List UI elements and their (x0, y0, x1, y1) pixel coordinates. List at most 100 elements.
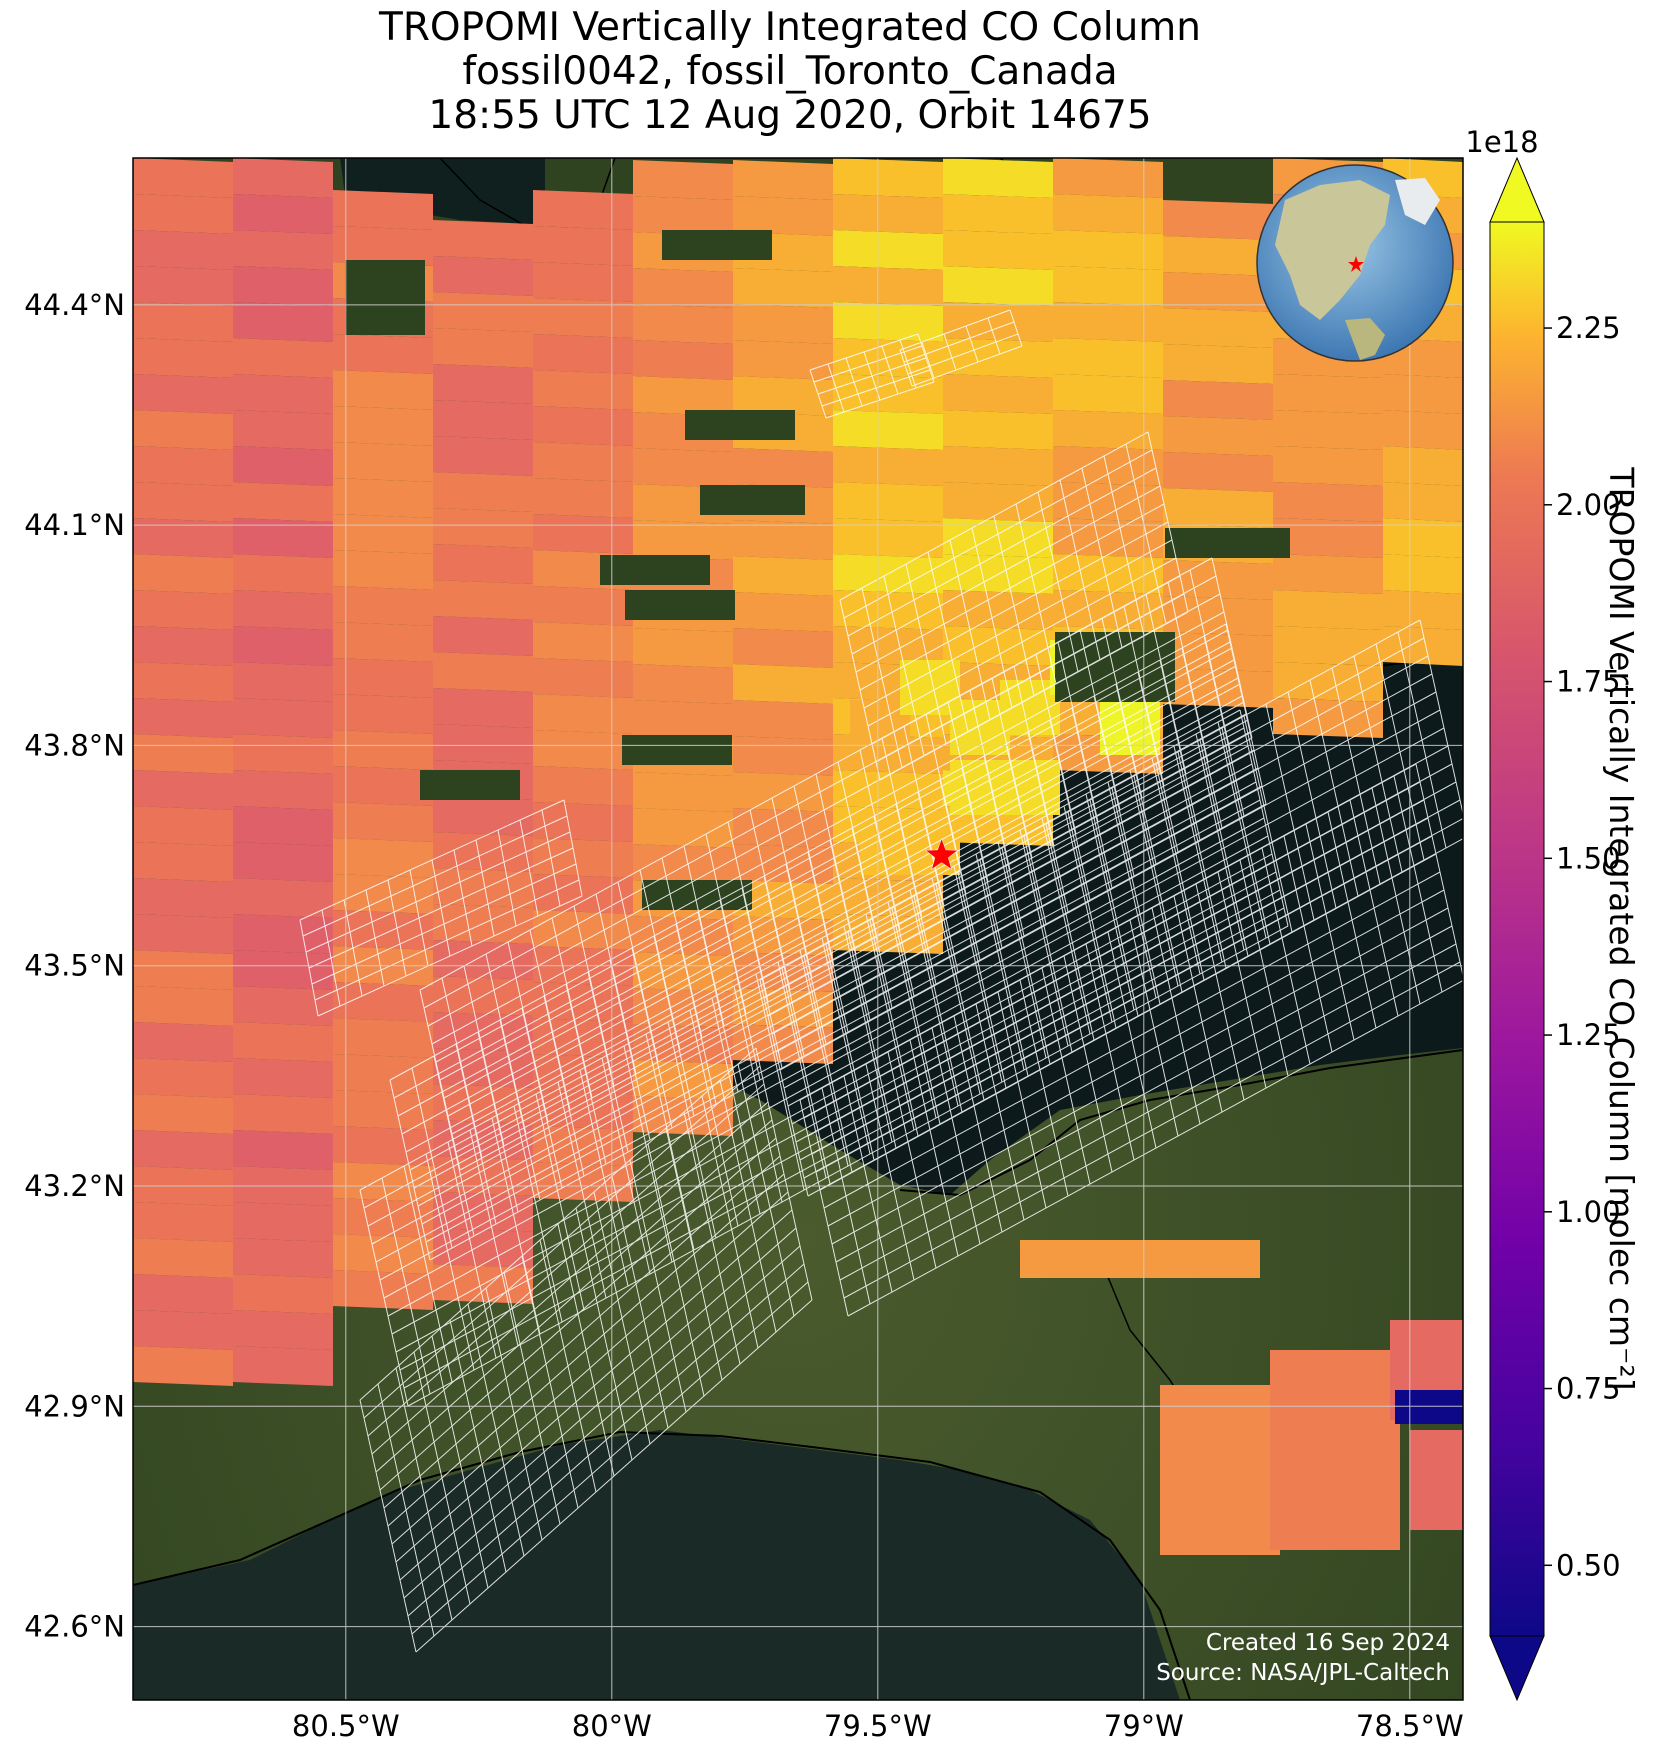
shoreline-erie (133, 1430, 1191, 1700)
created-date-credit: Created 16 Sep 2024 (1206, 1630, 1450, 1656)
co-pixel (633, 1096, 733, 1136)
co-pixel (133, 734, 233, 774)
co-pixel (533, 334, 633, 374)
missing-pixel (600, 555, 710, 585)
co-pixel (633, 700, 733, 740)
colorbar-ticks: 0.50 0.75 1.00 1.25 1.50 1.75 2.00 2.25 (1544, 311, 1621, 1582)
co-pixel (833, 590, 943, 630)
colorbar-lower-extend (1489, 1635, 1545, 1702)
co-pixel (1163, 308, 1273, 348)
co-pixel (633, 916, 733, 956)
co-pixel (533, 802, 633, 842)
co-pixel (1163, 596, 1273, 636)
co-pixel (333, 334, 433, 374)
co-pixel (433, 724, 533, 764)
co-pixel (1383, 518, 1463, 558)
footprint-line (429, 803, 1267, 1261)
footprint-line (311, 863, 577, 985)
co-pixel (733, 556, 833, 596)
co-pixel (433, 940, 533, 980)
co-pixel (1273, 698, 1383, 738)
co-pixel (133, 1202, 233, 1242)
footprint-line (771, 673, 1433, 1035)
co-pixel (233, 1238, 333, 1278)
footprint-line (389, 623, 1227, 1081)
map-title-line-2: fossil0042, fossil_Toronto_Canada (462, 49, 1118, 94)
co-pixel (133, 158, 233, 198)
co-pixel (333, 550, 433, 590)
co-pixel (833, 374, 943, 414)
missing-pixel (662, 230, 772, 260)
co-pixel (943, 410, 1053, 450)
co-pixel (1163, 236, 1273, 276)
co-pixel (733, 664, 833, 704)
co-pixel (233, 554, 333, 594)
co-pixel (1273, 446, 1383, 486)
footprint-line (391, 1191, 789, 1545)
footprint-line (847, 979, 1463, 1317)
co-pixel (1273, 662, 1383, 702)
co-pixel (1160, 1385, 1280, 1555)
co-pixel (333, 694, 433, 734)
co-pixel (733, 376, 833, 416)
co-pixel (533, 910, 633, 950)
longitude-tick-label: 79°W (1104, 1709, 1184, 1743)
footprint-line (827, 889, 1445, 1227)
co-pixel (433, 544, 533, 584)
co-pixel (533, 694, 633, 734)
footprint-line (779, 709, 1441, 1071)
footprint-line (851, 485, 1161, 655)
co-pixel (633, 628, 733, 668)
footprint-line (375, 781, 1257, 1263)
co-pixel (1163, 200, 1273, 240)
co-pixel (433, 508, 533, 548)
footprint-line (809, 333, 919, 371)
footprint-line (431, 611, 1225, 1045)
co-pixel (333, 442, 433, 482)
missing-pixel (685, 410, 795, 440)
co-pixel (333, 838, 433, 878)
co-pixel (433, 472, 533, 512)
co-pixel (233, 338, 333, 378)
co-pixel (733, 268, 833, 308)
co-pixel (1273, 590, 1383, 630)
footprint-line (847, 467, 1157, 637)
co-pixel (333, 730, 433, 770)
footprint-line (405, 695, 1243, 1153)
colorbar-tick-label: 1.75 (1556, 665, 1621, 699)
missing-pixel (622, 735, 732, 765)
co-pixel (233, 734, 333, 774)
co-pixel (133, 266, 233, 306)
co-pixel (333, 1090, 433, 1130)
co-pixel (433, 364, 533, 404)
co-pixel (233, 1346, 333, 1386)
map-frame (132, 157, 1464, 1701)
co-pixel (133, 950, 233, 990)
co-pixel (433, 652, 533, 692)
co-pixel (1053, 446, 1163, 486)
footprint-line (425, 785, 1263, 1243)
co-pixel (1163, 632, 1273, 672)
co-pixel (533, 1018, 633, 1058)
co-pixel (233, 806, 333, 846)
co-pixel (233, 986, 333, 1026)
footprint-line (965, 325, 979, 363)
co-pixel (233, 230, 333, 270)
co-pixel (1273, 554, 1383, 594)
colorbar-tick-label: 1.50 (1556, 841, 1621, 875)
co-pixel (1383, 446, 1463, 486)
globe-north-america (1275, 180, 1390, 320)
footprint-line (921, 341, 935, 379)
footprint-line (987, 317, 1001, 355)
footprint-line (783, 727, 1445, 1089)
footprint-line (443, 665, 1237, 1099)
globe-target-star-icon (1348, 256, 1364, 272)
footprint-line (379, 799, 1261, 1281)
footprint-line (863, 539, 1173, 709)
co-pixel (533, 838, 633, 878)
footprint-line (871, 575, 1181, 745)
co-pixel (233, 1094, 333, 1134)
footprint-line (407, 925, 1289, 1407)
co-pixel (233, 518, 333, 558)
co-pixel (333, 1270, 433, 1310)
